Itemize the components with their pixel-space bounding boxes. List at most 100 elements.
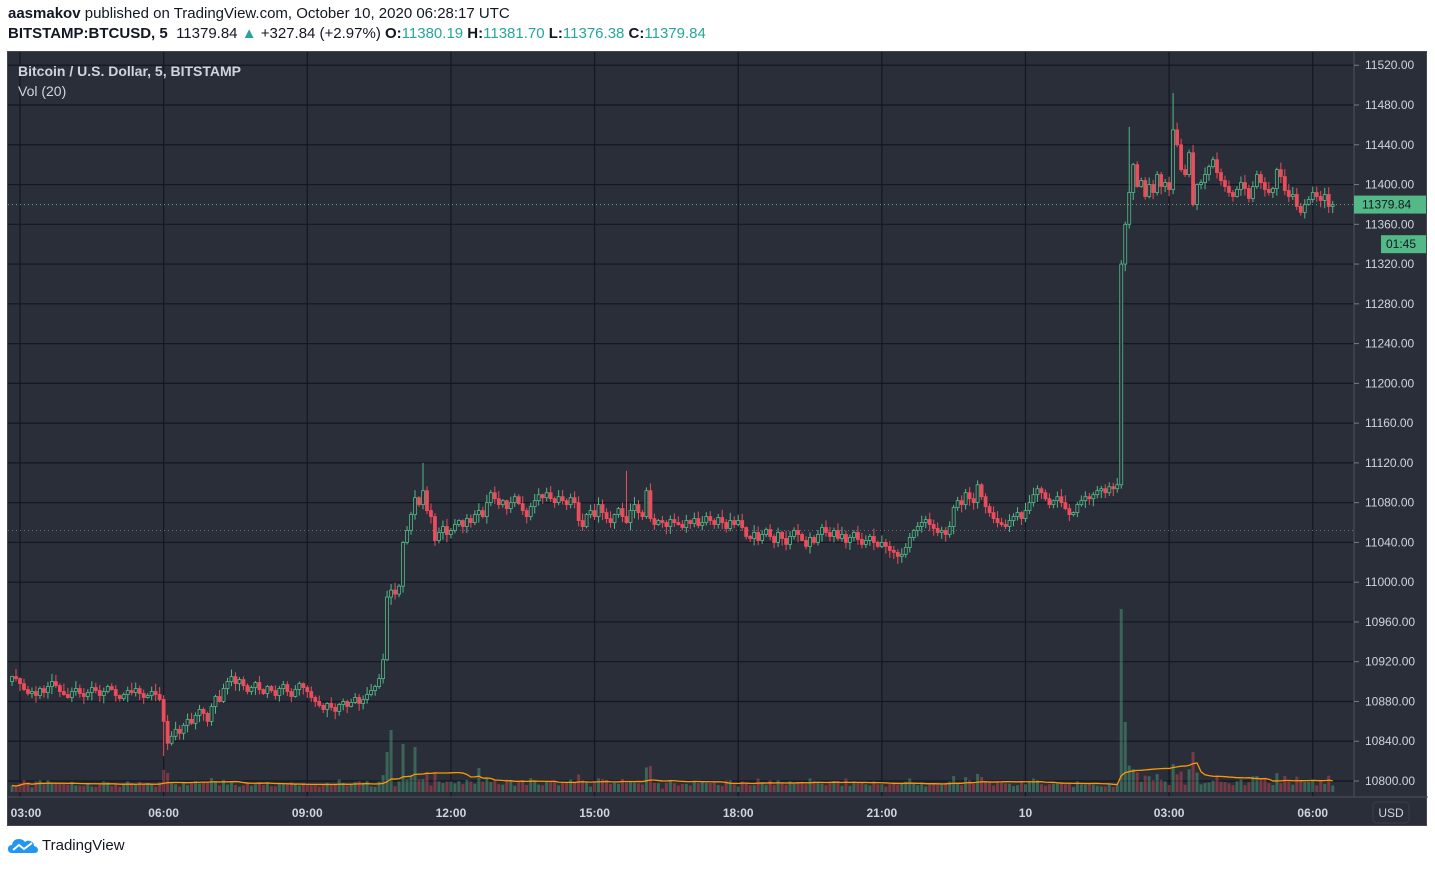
- candle-body: [963, 492, 968, 506]
- volume-bar: [1239, 779, 1243, 792]
- candle-body: [832, 530, 836, 537]
- time-tick-label: 03:00: [11, 806, 42, 820]
- candle-body: [173, 728, 178, 737]
- high-value: 11381.70: [483, 25, 545, 42]
- volume-bar: [740, 781, 744, 792]
- candle-body: [1227, 186, 1231, 193]
- candle-body: [911, 530, 916, 538]
- candle-body: [89, 687, 94, 693]
- candle-body: [464, 518, 469, 527]
- candle-body: [716, 517, 721, 525]
- candle-body: [1163, 182, 1168, 187]
- volume-bar: [1267, 783, 1271, 792]
- candle-body: [317, 701, 322, 706]
- volume-bar: [245, 782, 249, 792]
- volume-bar: [636, 783, 640, 792]
- volume-bar: [956, 782, 960, 792]
- candle-body: [488, 492, 493, 504]
- candle-body: [903, 546, 908, 555]
- volume-bar: [1095, 785, 1099, 792]
- volume-bar: [668, 779, 672, 792]
- volume-bar: [804, 784, 808, 792]
- candle-body: [1143, 180, 1148, 197]
- candle-body: [1103, 488, 1108, 494]
- volume-bar: [313, 785, 317, 792]
- volume-bar: [190, 782, 194, 792]
- volume-bar: [1179, 771, 1183, 792]
- volume-bar: [756, 778, 760, 792]
- volume-bar: [229, 781, 233, 792]
- volume-bar: [14, 786, 18, 792]
- volume-bar: [429, 785, 433, 792]
- volume-bar: [888, 784, 892, 792]
- candle-body: [305, 687, 310, 692]
- candle-body: [1091, 494, 1096, 500]
- volume-bar: [26, 782, 30, 792]
- volume-bar: [78, 785, 82, 792]
- candle-body: [26, 689, 30, 694]
- candle-body: [820, 527, 824, 535]
- candle-body: [1310, 192, 1315, 200]
- candle-body: [1302, 204, 1307, 213]
- volume-bar: [884, 786, 888, 792]
- volume-bar: [708, 782, 712, 792]
- volume-bar: [624, 782, 628, 792]
- price-tick-label: 10800.00: [1365, 774, 1415, 788]
- candlestick-chart[interactable]: 10800.00 10840.00 10880.00 10920.00 10960.00…: [8, 52, 1428, 827]
- candle-body: [293, 689, 298, 697]
- candle-body: [421, 490, 425, 506]
- candle-body: [437, 532, 441, 541]
- volume-bar: [82, 785, 86, 792]
- candle-body: [476, 510, 481, 515]
- candle-body: [1099, 488, 1104, 492]
- candle-body: [1199, 182, 1203, 185]
- volume-bar: [573, 782, 577, 792]
- candle-body: [385, 596, 389, 661]
- candle-body: [596, 504, 601, 517]
- volume-bar: [38, 780, 42, 792]
- volume-bar: [178, 786, 182, 792]
- candle-body: [1171, 129, 1176, 190]
- volume-bar: [421, 778, 425, 792]
- candle-body: [772, 536, 777, 543]
- volume-bar: [1247, 782, 1251, 792]
- volume-bar: [589, 786, 593, 792]
- volume-bar: [1135, 772, 1139, 792]
- volume-bar: [1091, 784, 1095, 792]
- volume-bar: [880, 784, 884, 792]
- candle-body: [692, 518, 697, 524]
- candle-body: [1087, 496, 1092, 500]
- volume-bar: [94, 786, 98, 792]
- volume-bar: [796, 781, 800, 792]
- volume-bar: [569, 779, 573, 792]
- volume-bar: [130, 783, 134, 792]
- currency-button[interactable]: [1372, 801, 1410, 824]
- candle-body: [405, 530, 409, 543]
- volume-bar: [852, 781, 856, 792]
- volume-bar: [896, 784, 900, 792]
- volume-bar: [680, 784, 684, 792]
- candle-body: [632, 504, 637, 512]
- volume-bar: [1055, 783, 1059, 792]
- volume-bar: [301, 782, 305, 792]
- candle-body: [209, 706, 214, 722]
- volume-bar: [720, 786, 724, 792]
- candle-body: [879, 542, 884, 547]
- candle-body: [644, 490, 649, 517]
- candle-body: [1235, 189, 1239, 197]
- candle-body: [321, 705, 326, 710]
- volume-bar: [162, 769, 166, 792]
- candle-body: [1187, 152, 1191, 175]
- candle-body: [181, 724, 186, 734]
- candle-body: [14, 676, 18, 680]
- chart-panel[interactable]: 10800.00 10840.00 10880.00 10920.00 10960.00…: [7, 51, 1428, 827]
- candle-body: [345, 701, 350, 707]
- volume-bar: [565, 782, 569, 792]
- volume-bar: [10, 785, 14, 792]
- volume-bar: [1327, 775, 1331, 792]
- candle-body: [728, 520, 733, 529]
- volume-bar: [1147, 776, 1151, 792]
- candle-body: [353, 697, 358, 703]
- volume-bar: [652, 782, 656, 792]
- volume-bar: [1051, 783, 1055, 792]
